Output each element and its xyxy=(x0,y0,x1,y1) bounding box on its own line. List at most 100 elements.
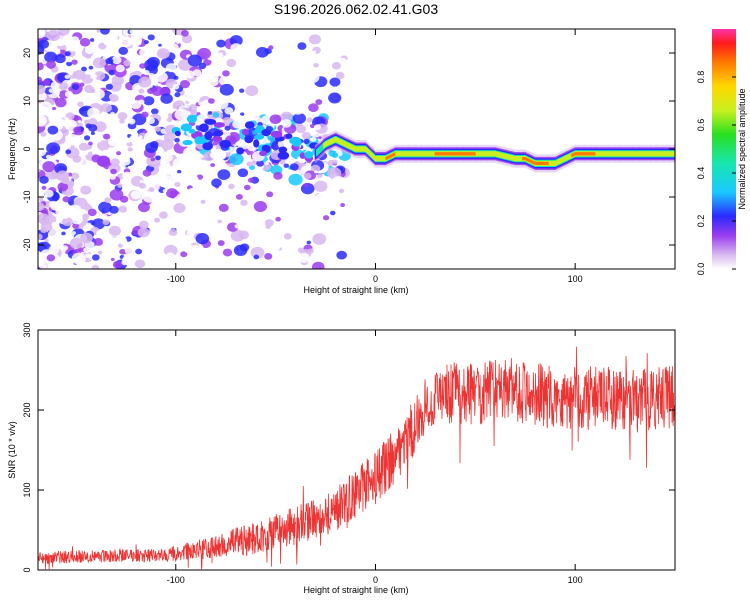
spectrogram-ridge-cell xyxy=(665,151,668,157)
spectrogram-noise-blob xyxy=(312,233,327,245)
spectrogram-noise-blob xyxy=(38,145,47,157)
spectrogram-ridge-cell xyxy=(367,149,370,155)
spectrogram-noise-blob xyxy=(155,194,162,200)
spectrogram-noise-blob xyxy=(289,163,299,171)
spectrogram-xtick-label: -100 xyxy=(167,274,185,284)
spectrogram-ridge-cell xyxy=(638,151,640,157)
spectrogram-noise-blob xyxy=(296,65,311,77)
spectrogram-noise-blob xyxy=(185,91,200,103)
spectrogram-noise-blob xyxy=(105,57,114,65)
spectrogram-noise-blob xyxy=(292,112,306,124)
spectrogram-band-blob xyxy=(285,133,293,139)
spectrogram-ridge-cell xyxy=(501,152,504,159)
spectrogram-noise-blob xyxy=(327,167,342,179)
spectrogram-noise-blob xyxy=(275,99,290,112)
spectrogram-noise-blob xyxy=(137,227,150,238)
spectrogram-noise-blob xyxy=(152,261,167,269)
spectrogram-noise-blob xyxy=(278,44,293,57)
spectrogram-noise-blob xyxy=(264,252,273,260)
spectrogram-noise-blob xyxy=(80,232,93,244)
spectrogram-noise-blob xyxy=(259,190,267,196)
spectrogram-noise-blob xyxy=(192,69,202,77)
spectrogram-noise-blob xyxy=(83,151,89,156)
spectrogram-noise-blob xyxy=(288,91,294,97)
spectrogram-ridge-cell xyxy=(554,160,556,166)
spectrogram-ridge-cell xyxy=(578,152,580,156)
spectrogram-noise-blob xyxy=(146,117,155,124)
spectrogram-ridge-cell xyxy=(423,151,426,157)
spectrogram-noise-blob xyxy=(138,202,150,213)
spectrogram-ridge-cell xyxy=(338,138,341,144)
spectrogram-ridge-cell xyxy=(566,155,568,161)
spectrogram-noise-blob xyxy=(247,177,255,183)
spectrogram-noise-blob xyxy=(215,52,224,59)
spectrogram-noise-blob xyxy=(71,252,86,265)
spectrogram-noise-blob xyxy=(138,220,149,229)
spectrogram-band-blob xyxy=(214,130,224,137)
spectrogram-ridge-cell xyxy=(435,152,438,156)
spectrogram-ridge-cell xyxy=(518,156,521,162)
spectrogram-noise-blob xyxy=(291,103,305,115)
spectrogram-noise-blob xyxy=(143,132,157,143)
spectrogram-noise-blob xyxy=(241,31,249,38)
spectrogram-noise-cloud xyxy=(38,29,352,269)
spectrogram-ridge-cell xyxy=(646,151,649,157)
spectrogram-noise-blob xyxy=(340,203,345,208)
spectrogram-band-blob xyxy=(204,131,213,141)
spectrogram-noise-blob xyxy=(83,135,91,141)
spectrogram-noise-blob xyxy=(154,126,162,132)
spectrogram-noise-blob xyxy=(250,246,265,259)
spectrogram-ridge-cell xyxy=(407,151,409,157)
spectrogram-ridge-cell xyxy=(623,151,626,157)
spectrogram-ridge-cell xyxy=(353,145,355,151)
spectrogram-noise-blob xyxy=(309,123,315,129)
spectrogram-ridge-cell xyxy=(409,151,412,157)
spectrogram-noise-blob xyxy=(109,174,116,180)
spectrogram-noise-blob xyxy=(42,79,51,86)
spectrogram-noise-blob xyxy=(48,88,55,93)
spectrogram-noise-blob xyxy=(90,73,97,80)
spectrogram-noise-blob xyxy=(133,38,142,46)
spectrogram-band-blob xyxy=(299,152,306,159)
spectrogram-noise-blob xyxy=(104,197,112,204)
spectrogram-noise-blob xyxy=(290,222,297,228)
spectrogram-noise-blob xyxy=(311,261,325,269)
spectrogram-noise-blob xyxy=(180,251,188,258)
spectrogram-noise-blob xyxy=(44,68,52,75)
spectrogram-noise-blob xyxy=(197,38,209,49)
spectrogram-noise-blob xyxy=(103,262,112,269)
spectrogram-ridge-cell xyxy=(440,152,443,156)
spectrogram-noise-blob xyxy=(162,241,167,245)
spectrogram-noise-blob xyxy=(108,43,116,50)
spectrogram-ridge-cell xyxy=(361,146,364,152)
spectrogram-ridge-cell xyxy=(318,146,320,154)
spectrogram-noise-blob xyxy=(122,100,131,107)
spectrogram-ridge-cell xyxy=(562,156,565,162)
spectrogram-noise-blob xyxy=(139,179,144,184)
spectrogram-ridge-cell xyxy=(535,161,537,165)
spectrogram-noise-blob xyxy=(314,170,318,174)
spectrogram-noise-blob xyxy=(236,114,243,120)
spectrogram-noise-blob xyxy=(181,34,193,44)
spectrogram-noise-blob xyxy=(105,83,113,90)
spectrogram-noise-blob xyxy=(66,133,79,144)
spectrogram-ridge-cell xyxy=(314,148,317,159)
spectrogram-noise-blob xyxy=(217,240,225,246)
spectrogram-ridge-cell xyxy=(326,140,329,146)
spectrogram-ridge-cell xyxy=(670,151,673,157)
spectrogram-ridge-cell xyxy=(555,160,558,166)
snr-y-axis-label: SNR (10 * v/v) xyxy=(7,421,17,479)
spectrogram-noise-blob xyxy=(331,152,339,158)
spectrogram-ridge-cell xyxy=(410,151,413,157)
spectrogram-noise-blob xyxy=(162,189,168,193)
spectrogram-ridge-cell xyxy=(595,151,597,157)
spectrogram-ridge-cell xyxy=(464,152,467,156)
spectrogram-noise-blob xyxy=(261,115,273,125)
spectrogram-noise-blob xyxy=(240,199,248,206)
spectrogram-noise-blob xyxy=(187,54,203,67)
spectrogram-ridge-cell xyxy=(513,155,516,162)
spectrogram-noise-blob xyxy=(133,148,141,155)
spectrogram-noise-blob xyxy=(42,161,56,173)
spectrogram-ridge-cell xyxy=(383,156,385,162)
spectrogram-ridge-cell xyxy=(557,159,560,165)
